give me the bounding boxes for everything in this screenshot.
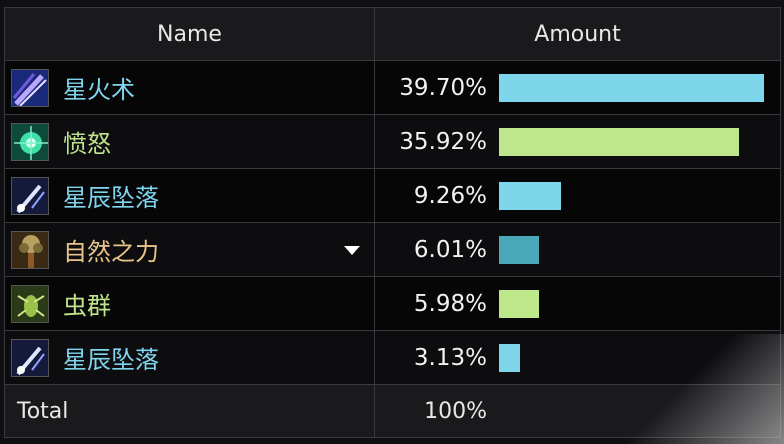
table-row[interactable]: 自然之力 6.01% — [4, 222, 781, 277]
name-cell: 虫群 — [4, 276, 375, 331]
amount-cell: 39.70% — [374, 60, 781, 115]
name-cell: 星辰坠落 — [4, 330, 375, 385]
spell-name: 愤怒 — [63, 130, 111, 158]
spell-name: 星辰坠落 — [63, 346, 159, 374]
starfall-icon — [11, 176, 49, 215]
total-percent: 100% — [424, 398, 487, 424]
table-row[interactable]: 星辰坠落 3.13% — [4, 330, 781, 385]
amount-cell: 35.92% — [374, 114, 781, 169]
starfall-icon — [11, 338, 49, 377]
insect-swarm-icon — [11, 284, 49, 323]
table-row[interactable]: 虫群 5.98% — [4, 276, 781, 331]
amount-bar — [499, 289, 539, 318]
percent-value: 5.98% — [413, 290, 487, 317]
table-header-row: Name Amount — [4, 7, 781, 61]
spell-breakdown-table: Name Amount — [4, 7, 781, 438]
total-row: Total 100% — [4, 384, 781, 438]
spell-name: 虫群 — [63, 292, 111, 320]
amount-bar — [499, 181, 561, 210]
name-cell: 星火术 — [4, 60, 375, 115]
total-label: Total — [4, 384, 375, 438]
force-of-nature-icon — [11, 230, 49, 269]
spell-name: 自然之力 — [63, 238, 159, 266]
amount-cell: 9.26% — [374, 168, 781, 223]
total-cell: 100% — [374, 384, 781, 438]
percent-value: 39.70% — [399, 74, 487, 101]
table-row[interactable]: 星火术 39.70% — [4, 60, 781, 115]
table-row[interactable]: 星辰坠落 9.26% — [4, 168, 781, 223]
percent-value: 6.01% — [413, 236, 487, 263]
amount-bar — [499, 73, 764, 102]
name-cell: 愤怒 — [4, 114, 375, 169]
amount-cell: 6.01% — [374, 222, 781, 277]
chevron-down-icon[interactable] — [344, 245, 360, 255]
amount-bar — [499, 127, 739, 156]
amount-bar — [499, 235, 540, 264]
amount-cell: 5.98% — [374, 276, 781, 331]
spell-name: 星辰坠落 — [63, 184, 159, 212]
spell-name: 星火术 — [63, 76, 135, 104]
amount-column-header[interactable]: Amount — [374, 7, 781, 61]
amount-bar — [499, 343, 520, 372]
wrath-icon — [11, 122, 49, 161]
amount-cell: 3.13% — [374, 330, 781, 385]
table-row[interactable]: 愤怒 35.92% — [4, 114, 781, 169]
starfire-icon — [11, 68, 49, 107]
percent-value: 3.13% — [413, 344, 487, 371]
name-cell: 星辰坠落 — [4, 168, 375, 223]
name-column-header[interactable]: Name — [4, 7, 375, 61]
percent-value: 9.26% — [413, 182, 487, 209]
name-cell: 自然之力 — [4, 222, 375, 277]
percent-value: 35.92% — [399, 128, 487, 155]
